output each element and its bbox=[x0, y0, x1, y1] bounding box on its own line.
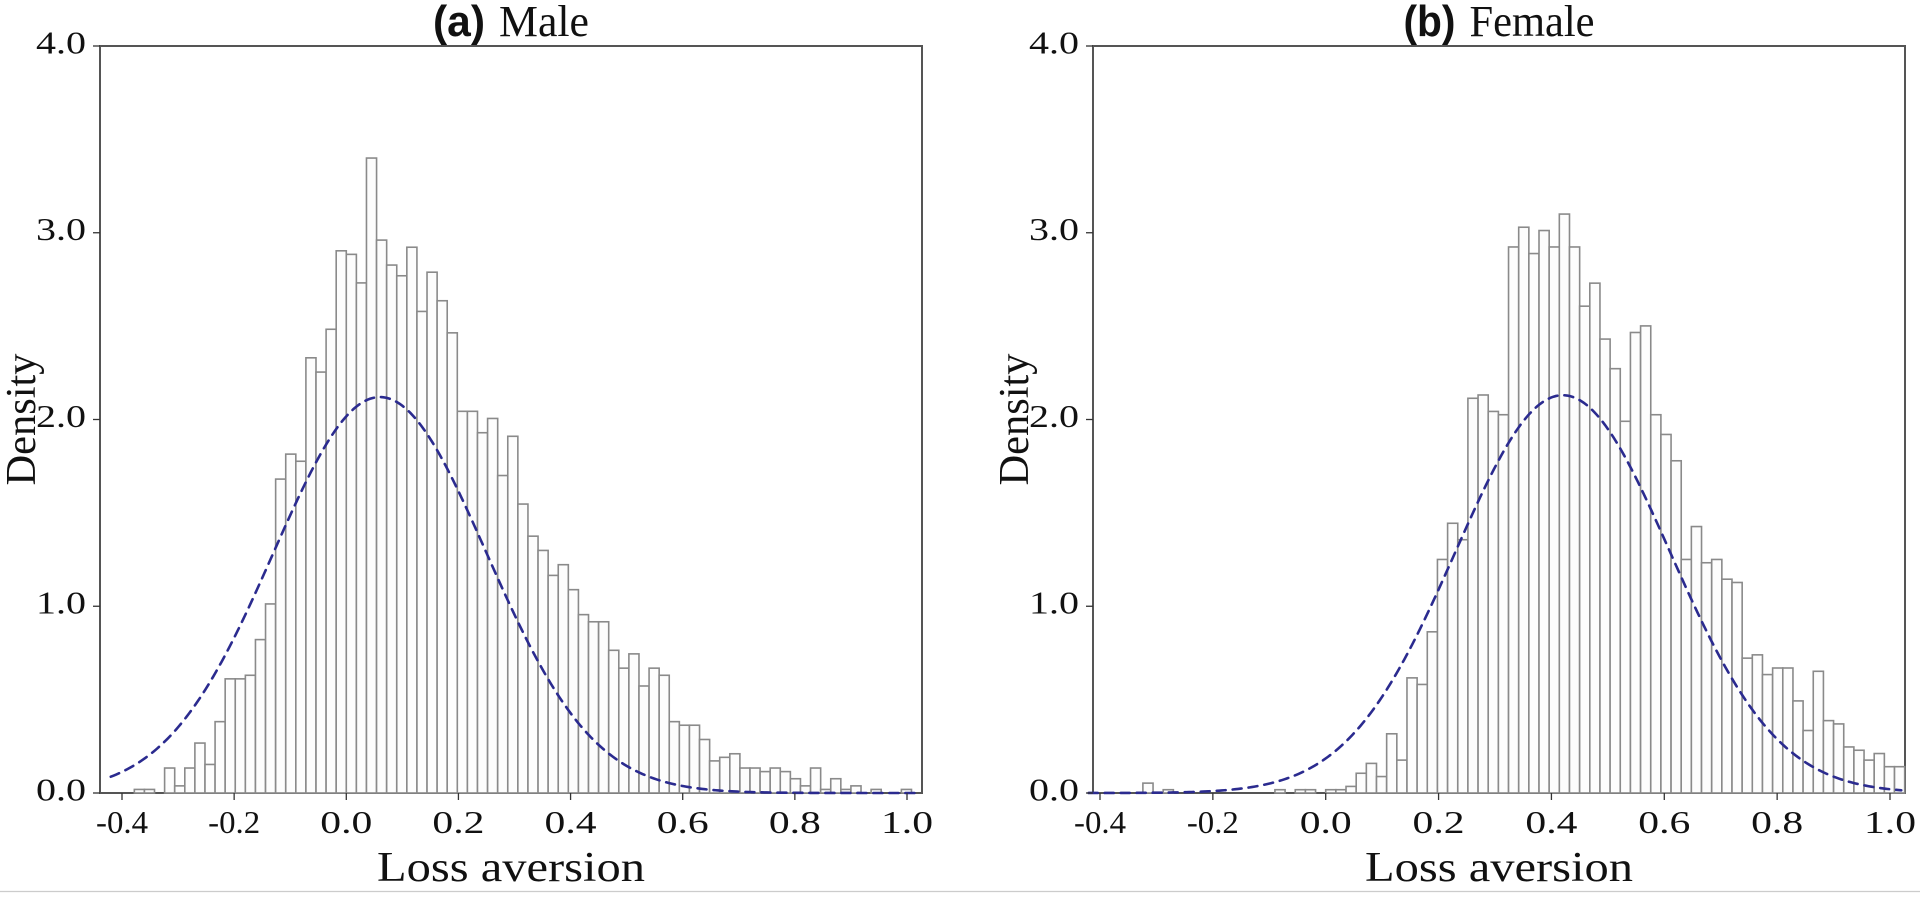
svg-text:-0.2: -0.2 bbox=[1187, 804, 1239, 840]
svg-text:-0.2: -0.2 bbox=[208, 804, 260, 840]
svg-text:-0.4: -0.4 bbox=[96, 804, 148, 840]
svg-text:Density: Density bbox=[992, 354, 1038, 486]
svg-text:1.0: 1.0 bbox=[881, 804, 933, 840]
svg-text:4.0: 4.0 bbox=[36, 24, 86, 60]
svg-text:0.2: 0.2 bbox=[432, 804, 484, 840]
svg-text:Female: Female bbox=[1470, 0, 1595, 46]
svg-text:1.0: 1.0 bbox=[36, 585, 86, 621]
svg-text:3.0: 3.0 bbox=[36, 211, 86, 247]
svg-text:0.0: 0.0 bbox=[320, 804, 372, 840]
svg-text:0.4: 0.4 bbox=[545, 804, 597, 840]
svg-text:0.0: 0.0 bbox=[36, 771, 86, 807]
svg-text:Male: Male bbox=[499, 0, 589, 46]
svg-text:-0.4: -0.4 bbox=[1074, 804, 1126, 840]
svg-text:Density: Density bbox=[0, 354, 45, 486]
svg-text:0.6: 0.6 bbox=[1638, 804, 1690, 840]
svg-text:0.0: 0.0 bbox=[1029, 771, 1079, 807]
svg-text:(b): (b) bbox=[1404, 0, 1456, 46]
svg-text:Loss aversion: Loss aversion bbox=[1365, 845, 1633, 891]
svg-text:0.8: 0.8 bbox=[1751, 804, 1803, 840]
svg-text:0.4: 0.4 bbox=[1525, 804, 1577, 840]
svg-text:0.2: 0.2 bbox=[1413, 804, 1465, 840]
svg-text:4.0: 4.0 bbox=[1029, 24, 1079, 60]
svg-text:0.0: 0.0 bbox=[1300, 804, 1352, 840]
svg-text:3.0: 3.0 bbox=[1029, 211, 1079, 247]
svg-text:(a): (a) bbox=[433, 0, 485, 46]
svg-text:Loss aversion: Loss aversion bbox=[377, 845, 645, 891]
svg-text:0.6: 0.6 bbox=[657, 804, 709, 840]
svg-text:0.8: 0.8 bbox=[769, 804, 821, 840]
svg-text:1.0: 1.0 bbox=[1029, 585, 1079, 621]
svg-text:1.0: 1.0 bbox=[1864, 804, 1916, 840]
